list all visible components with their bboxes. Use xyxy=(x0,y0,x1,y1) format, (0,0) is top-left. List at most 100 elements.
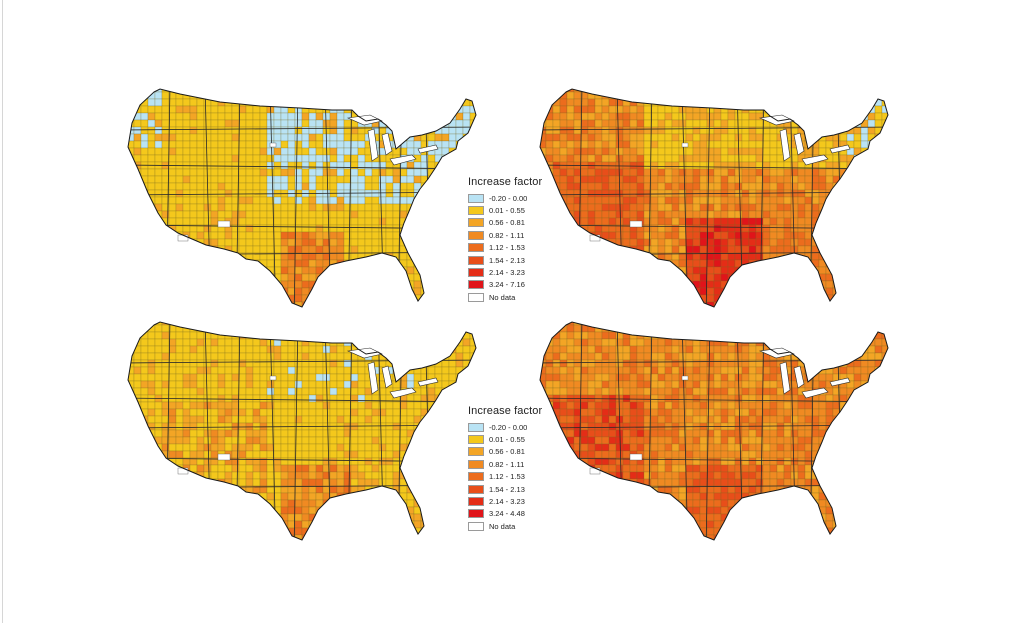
county-cells xyxy=(540,89,888,307)
no-data-region xyxy=(629,220,643,228)
lake-shape xyxy=(801,387,829,399)
no-data-region xyxy=(681,375,689,381)
lake-shape xyxy=(779,128,791,162)
legend-swatch xyxy=(468,521,484,531)
no-data-region xyxy=(269,142,277,148)
legend-swatch xyxy=(468,484,484,494)
us-outline xyxy=(539,321,889,541)
no-data-region xyxy=(217,220,231,228)
legend-item: -0.20 - 0.00 xyxy=(468,192,542,204)
legend-label: -0.20 - 0.00 xyxy=(489,193,528,203)
us-outline xyxy=(127,321,477,541)
no-data-region xyxy=(177,467,189,475)
us-outline xyxy=(127,88,477,308)
legend-label: 1.54 - 2.13 xyxy=(489,484,525,494)
legend-item: 1.12 - 1.53 xyxy=(468,471,542,483)
lake-shape xyxy=(793,365,805,389)
legend-label: No data xyxy=(489,521,516,531)
lake-shape xyxy=(367,128,379,162)
legend-swatch xyxy=(468,459,484,469)
no-data-region xyxy=(177,234,189,242)
legend-item: 0.01 - 0.55 xyxy=(468,433,542,445)
us-county-map xyxy=(127,321,477,541)
legend-items: -0.20 - 0.00 0.01 - 0.55 0.56 - 0.81 0.82 -… xyxy=(468,192,542,304)
legend-item: 0.01 - 0.55 xyxy=(468,204,542,216)
legend-swatch xyxy=(468,218,484,228)
legend-label: 0.01 - 0.55 xyxy=(489,206,525,216)
legend-swatch xyxy=(468,447,484,457)
legend-top: Increase factor -0.20 - 0.00 0.01 - 0.55 0… xyxy=(468,176,542,304)
lake-shape xyxy=(793,132,805,156)
no-data-region xyxy=(589,234,601,242)
county-cells xyxy=(540,322,888,540)
map-bottom-left xyxy=(120,318,490,553)
lake-shape xyxy=(381,132,393,156)
legend-item: 1.54 - 2.13 xyxy=(468,254,542,266)
legend-item: 1.54 - 2.13 xyxy=(468,483,542,495)
legend-item: 0.56 - 0.81 xyxy=(468,446,542,458)
county-cells xyxy=(128,89,476,307)
lake-shape xyxy=(389,387,417,399)
legend-swatch xyxy=(468,255,484,265)
legend-item: 0.82 - 1.11 xyxy=(468,229,542,241)
us-county-map xyxy=(127,88,477,308)
legend-label: 1.12 - 1.53 xyxy=(489,472,525,482)
legend-swatch xyxy=(468,280,484,290)
legend-swatch xyxy=(468,509,484,519)
no-data-region xyxy=(681,142,689,148)
lake-shape xyxy=(367,361,379,395)
legend-title: Increase factor xyxy=(468,176,543,188)
legend-label: 1.54 - 2.13 xyxy=(489,255,525,265)
legend-label: 3.24 - 7.16 xyxy=(489,280,525,290)
legend-label: 0.01 - 0.55 xyxy=(489,435,525,445)
legend-item: -0.20 - 0.00 xyxy=(468,421,542,433)
county-cells xyxy=(128,322,476,540)
legend-swatch xyxy=(468,243,484,253)
legend-swatch xyxy=(468,206,484,216)
legend-title: Increase factor xyxy=(468,405,543,417)
page-edge-rule xyxy=(2,0,3,623)
legend-bottom: Increase factor -0.20 - 0.00 0.01 - 0.55 0… xyxy=(468,405,542,533)
legend-label: 3.24 - 4.48 xyxy=(489,509,525,519)
legend-swatch xyxy=(468,292,484,302)
legend-label: 0.82 - 1.11 xyxy=(489,459,525,469)
lake-shape xyxy=(417,144,439,154)
legend-swatch xyxy=(468,193,484,203)
legend-item: 2.14 - 3.23 xyxy=(468,495,542,507)
lake-shape xyxy=(779,361,791,395)
lake-shape xyxy=(829,144,851,154)
legend-item: 0.56 - 0.81 xyxy=(468,217,542,229)
lake-shape xyxy=(389,154,417,166)
legend-label: -0.20 - 0.00 xyxy=(489,422,528,432)
no-data-region xyxy=(629,453,643,461)
legend-item: 1.12 - 1.53 xyxy=(468,242,542,254)
us-outline xyxy=(539,88,889,308)
legend-item: 0.82 - 1.11 xyxy=(468,458,542,470)
legend-item: 3.24 - 4.48 xyxy=(468,508,542,520)
legend-item: No data xyxy=(468,520,542,532)
map-bottom-right xyxy=(532,318,902,553)
legend-swatch xyxy=(468,230,484,240)
legend-items: -0.20 - 0.00 0.01 - 0.55 0.56 - 0.81 0.82 -… xyxy=(468,421,542,533)
no-data-region xyxy=(217,453,231,461)
legend-swatch xyxy=(468,497,484,507)
legend-swatch xyxy=(468,422,484,432)
no-data-region xyxy=(589,467,601,475)
legend-label: 1.12 - 1.53 xyxy=(489,243,525,253)
legend-label: 0.56 - 0.81 xyxy=(489,447,525,457)
legend-label: 2.14 - 3.23 xyxy=(489,268,525,278)
legend-item: No data xyxy=(468,291,542,303)
legend-label: No data xyxy=(489,292,516,302)
legend-swatch xyxy=(468,435,484,445)
legend-label: 2.14 - 3.23 xyxy=(489,497,525,507)
no-data-region xyxy=(269,375,277,381)
map-top-left xyxy=(120,85,490,320)
lake-shape xyxy=(801,154,829,166)
map-top-right xyxy=(532,85,902,320)
legend-item: 2.14 - 3.23 xyxy=(468,266,542,278)
legend-item: 3.24 - 7.16 xyxy=(468,279,542,291)
us-county-map xyxy=(539,321,889,541)
legend-swatch xyxy=(468,268,484,278)
lake-shape xyxy=(381,365,393,389)
us-county-map xyxy=(539,88,889,308)
